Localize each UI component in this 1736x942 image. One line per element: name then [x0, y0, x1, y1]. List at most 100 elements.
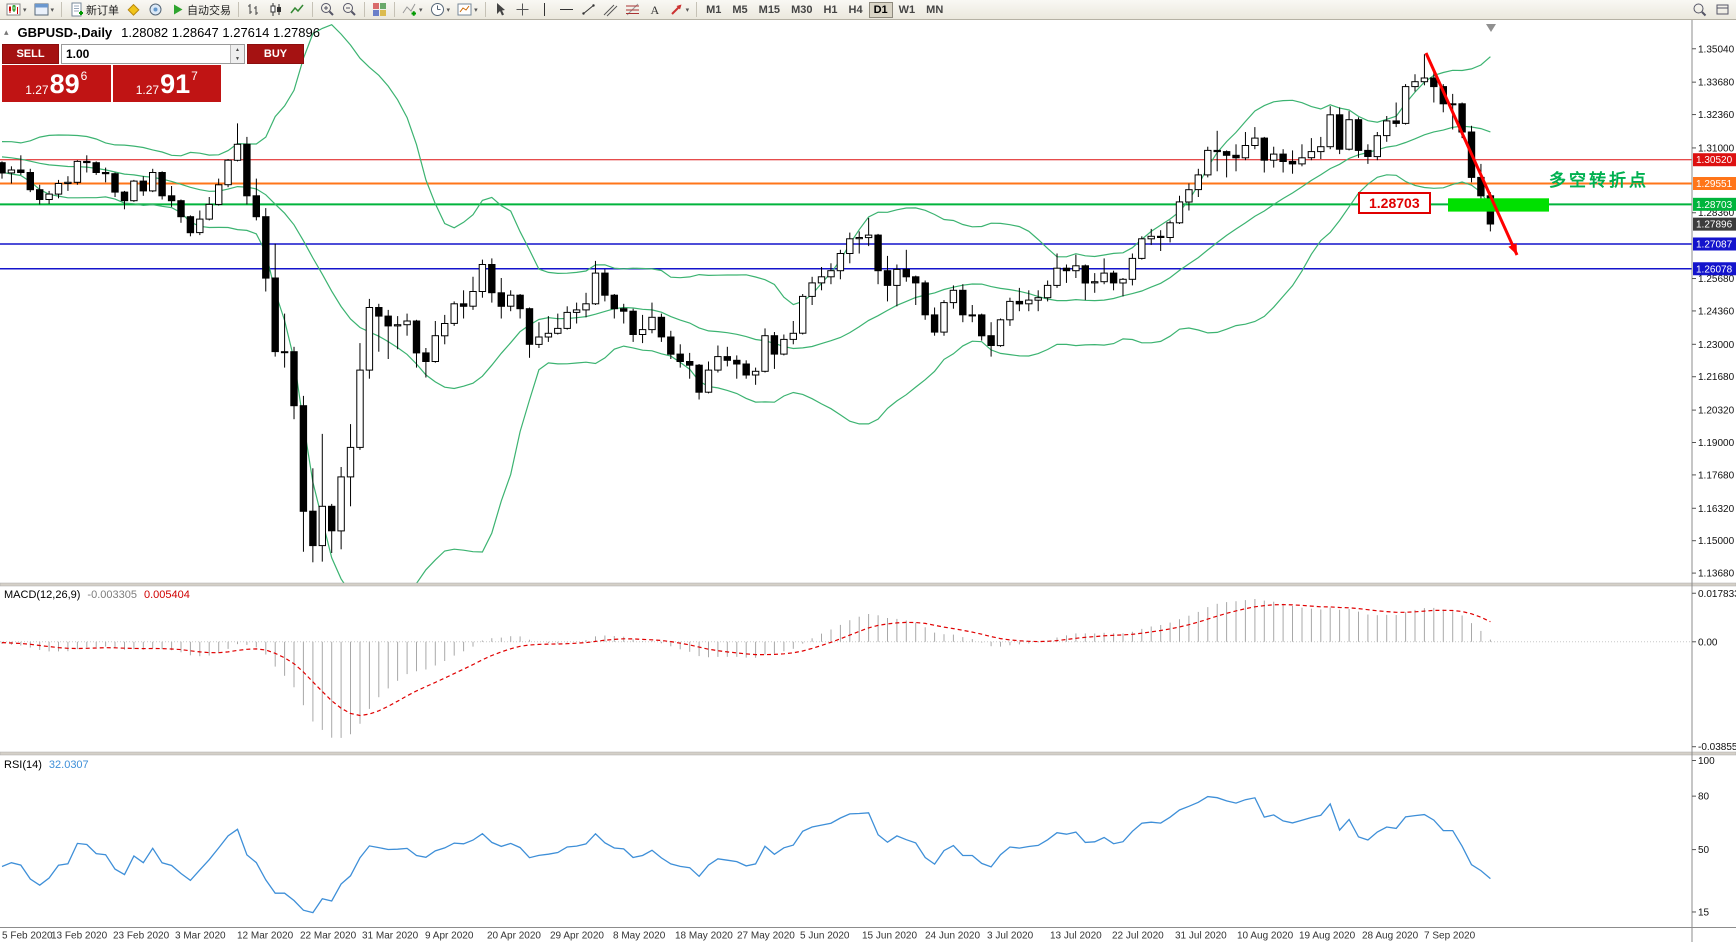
timeframe-button-mn[interactable]: MN [921, 2, 948, 18]
one-click-top-row: SELL ▲ ▼ BUY [2, 44, 304, 64]
timeframe-button-h4[interactable]: H4 [844, 2, 868, 18]
candle-body [1119, 278, 1127, 284]
candle-body [1175, 201, 1184, 224]
date-label: 5 Feb 2020 [2, 931, 53, 942]
one-click-collapse-arrow[interactable]: ▴ [4, 27, 9, 37]
candle-body [610, 294, 618, 310]
pane-separator[interactable] [0, 582, 1736, 587]
volume-increase-button[interactable]: ▲ [231, 45, 244, 54]
cursor-button[interactable] [490, 1, 511, 18]
timeframe-button-w1[interactable]: W1 [894, 2, 921, 18]
candle-body [507, 294, 515, 307]
sell-button[interactable]: SELL [2, 44, 59, 64]
timeframe-button-d1[interactable]: D1 [868, 1, 893, 18]
new-order-button[interactable]: 新订单 [66, 1, 122, 18]
zoom-out-button[interactable] [339, 1, 360, 18]
metaeditor-button[interactable] [123, 1, 144, 18]
buy-price-display[interactable]: 1.27 91 7 [112, 65, 221, 102]
bollinger-lower-band [1, 171, 1491, 583]
timeframe-button-h1[interactable]: H1 [818, 2, 842, 18]
channel-button[interactable] [600, 1, 621, 18]
profiles-button[interactable]: ▾ [31, 1, 58, 18]
price-axis-label: 1.17680 [1698, 470, 1735, 481]
candle-body [412, 320, 421, 354]
trend-arrow-line[interactable] [1424, 52, 1519, 256]
candle-body [469, 291, 477, 307]
indicators-button[interactable]: ▾ [399, 1, 426, 18]
crosshair-button[interactable] [512, 1, 533, 18]
chart-candles-button[interactable] [265, 1, 286, 18]
candle-body [1345, 119, 1353, 150]
fibonacci-button[interactable] [622, 1, 643, 18]
trendline-button[interactable] [578, 1, 599, 18]
candle-body [478, 264, 487, 292]
timeframe-button-m1[interactable]: M1 [701, 2, 726, 18]
candle-body [1222, 151, 1231, 156]
candle-body [949, 289, 958, 304]
date-label: 3 Jul 2020 [987, 931, 1034, 942]
candle-body [196, 218, 204, 234]
autotrading-button[interactable]: 自动交易 [167, 1, 234, 18]
search-button[interactable] [1689, 1, 1710, 18]
periods-button[interactable]: ▾ [427, 1, 454, 18]
toolbar: ▾ ▾ 新订单 自动交易 ▾ ▾ [0, 0, 1736, 20]
chart-canvas[interactable]: 1.35040 1.33680 1.32360 1.31000 1.28360 1.256… [0, 20, 1736, 942]
candle-body [177, 200, 185, 218]
candle-body [1232, 154, 1240, 159]
timeframe-button-m15[interactable]: M15 [754, 2, 785, 18]
chart-bars-button[interactable] [243, 1, 264, 18]
candle-body [149, 172, 157, 192]
horizontal-line-button[interactable] [556, 1, 577, 18]
candle-body [1251, 137, 1259, 146]
candle-body [836, 253, 845, 272]
candle-body [215, 184, 223, 205]
candle-body [1383, 120, 1391, 137]
timeframe-button-m5[interactable]: M5 [727, 2, 752, 18]
templates-button[interactable]: ▾ [454, 1, 481, 18]
candle-body [167, 195, 176, 202]
toolbar-right-icons [1689, 1, 1733, 18]
candle-body [912, 276, 920, 284]
date-label: 7 Sep 2020 [1424, 931, 1476, 942]
candle-body [1401, 86, 1410, 124]
sell-price-display[interactable]: 1.27 89 6 [2, 65, 111, 102]
vertical-line-button[interactable] [534, 1, 555, 18]
candle-body [7, 169, 16, 174]
tile-windows-button[interactable] [369, 1, 390, 18]
expert-advisors-button[interactable] [145, 1, 166, 18]
timeframe-button-m30[interactable]: M30 [786, 2, 817, 18]
chart-shift-marker[interactable] [1486, 24, 1496, 32]
zoom-in-button[interactable] [317, 1, 338, 18]
pane-separator[interactable] [0, 751, 1736, 756]
volume-decrease-button[interactable]: ▼ [231, 54, 244, 63]
buy-button[interactable]: BUY [247, 44, 304, 64]
candle-body [290, 351, 298, 407]
volume-input[interactable] [62, 45, 230, 63]
date-label: 24 Jun 2020 [925, 931, 980, 942]
text-label-button[interactable]: A [644, 1, 665, 18]
candle-body [544, 332, 553, 338]
date-label: 10 Aug 2020 [1237, 931, 1294, 942]
candle-body [582, 303, 590, 311]
macd-pane [0, 599, 1692, 738]
candle-body [1373, 135, 1381, 158]
candle-body [1053, 267, 1061, 286]
timeframe-group: M1 M5 M15 M30 H1 H4 D1 W1 MN [701, 1, 948, 18]
candle-body [328, 505, 336, 532]
svg-text:A: A [650, 3, 659, 17]
arrows-button[interactable]: ▾ [666, 1, 693, 18]
price-callout-label[interactable]: 1.28703 [1358, 192, 1431, 214]
turning-point-label[interactable]: 多空转折点 [1549, 171, 1649, 190]
candle-body [1204, 149, 1212, 176]
candle-body [1364, 149, 1372, 157]
candle-body [1335, 114, 1344, 150]
dock-window-button[interactable] [1712, 1, 1733, 18]
new-order-label: 新订单 [86, 4, 120, 17]
candle-body [799, 295, 807, 334]
candle-body [883, 270, 892, 286]
new-chart-button[interactable]: ▾ [3, 1, 30, 18]
candle-body [1034, 297, 1042, 301]
candle-body [1043, 284, 1052, 299]
chart-line-button[interactable] [287, 1, 308, 18]
support-zone-rectangle[interactable] [1448, 198, 1549, 212]
